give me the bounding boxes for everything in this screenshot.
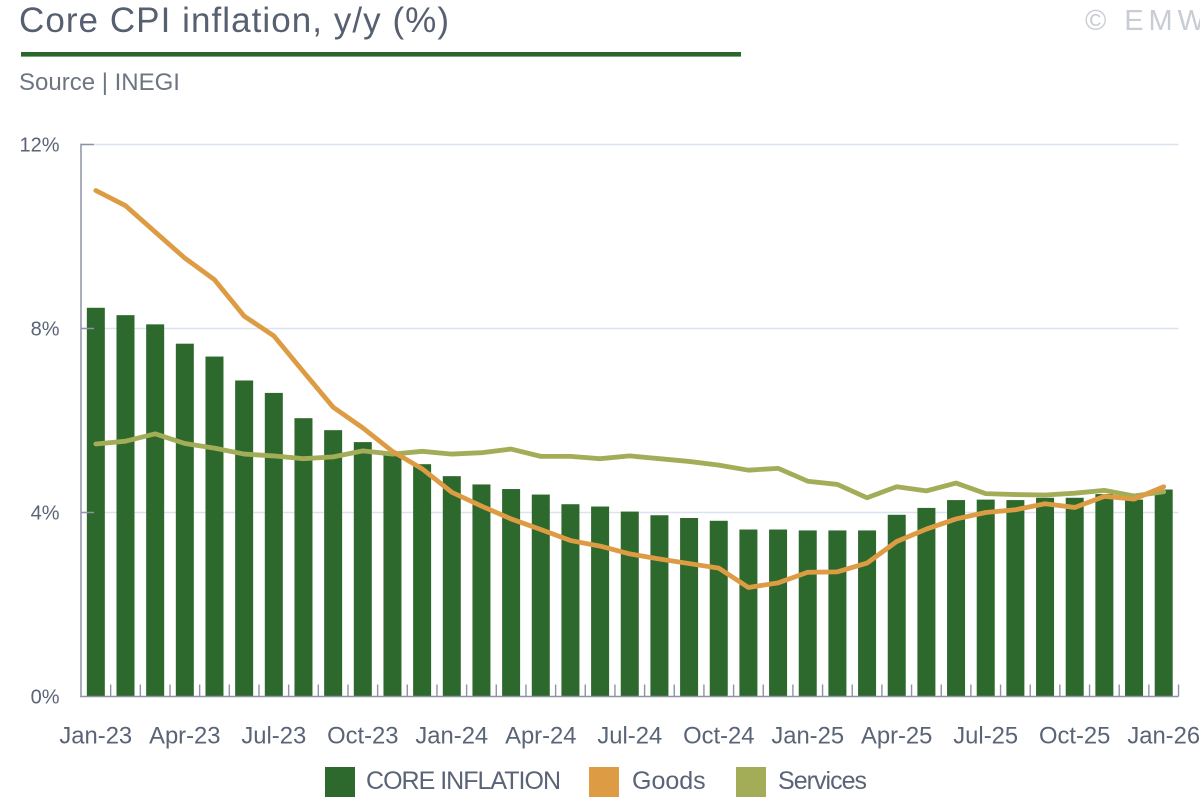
svg-text:8%: 8%	[31, 319, 60, 341]
svg-text:Oct-25: Oct-25	[1039, 723, 1110, 750]
svg-text:Services: Services	[778, 767, 867, 795]
svg-text:Jul-25: Jul-25	[953, 723, 1018, 750]
svg-text:Jan-26: Jan-26	[1127, 723, 1200, 750]
svg-text:Jan-24: Jan-24	[415, 723, 488, 750]
svg-text:Jul-24: Jul-24	[597, 723, 662, 750]
svg-text:Source | INEGI: Source | INEGI	[19, 69, 180, 96]
svg-text:Jul-23: Jul-23	[241, 723, 306, 750]
svg-text:4%: 4%	[31, 503, 60, 525]
svg-text:Jan-23: Jan-23	[59, 723, 132, 750]
svg-text:Apr-25: Apr-25	[861, 723, 932, 750]
svg-text:© EMW: © EMW	[1085, 5, 1200, 37]
svg-text:Oct-24: Oct-24	[683, 723, 754, 750]
svg-text:0%: 0%	[31, 687, 60, 709]
svg-text:CORE INFLATION: CORE INFLATION	[366, 767, 561, 795]
svg-text:Apr-23: Apr-23	[149, 723, 220, 750]
svg-text:12%: 12%	[19, 135, 59, 157]
svg-text:Oct-23: Oct-23	[327, 723, 398, 750]
svg-text:Jan-25: Jan-25	[771, 723, 844, 750]
svg-text:Core CPI inflation, y/y (%): Core CPI inflation, y/y (%)	[19, 1, 449, 40]
svg-text:Goods: Goods	[632, 767, 706, 795]
svg-text:Apr-24: Apr-24	[505, 723, 576, 750]
